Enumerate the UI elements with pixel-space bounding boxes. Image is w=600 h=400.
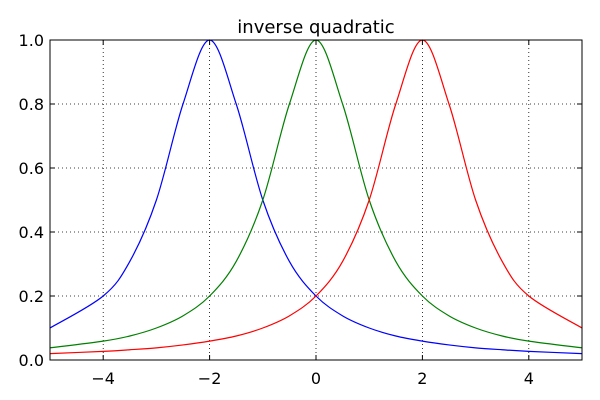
- tick-labels: −4 −2 0 2 4 0.0 0.2 0.4 0.6 0.8 1.0: [19, 31, 534, 388]
- series-line-0: [49, 39, 583, 355]
- y-tick-label: 0.6: [19, 159, 44, 178]
- y-tick-label: 0.4: [19, 223, 44, 242]
- series-line-1: [49, 39, 583, 349]
- y-tick-label: 0.8: [19, 95, 44, 114]
- x-tick-label: 4: [524, 369, 534, 388]
- grid: [50, 39, 582, 361]
- ticks: [50, 39, 582, 361]
- y-tick-label: 1.0: [19, 31, 44, 50]
- chart-title: inverse quadratic: [237, 17, 394, 38]
- y-tick-label: 0.2: [19, 287, 44, 306]
- x-tick-label: −4: [91, 369, 115, 388]
- x-tick-label: −2: [198, 369, 222, 388]
- x-tick-label: 2: [417, 369, 427, 388]
- y-tick-label: 0.0: [19, 351, 44, 370]
- x-tick-label: 0: [311, 369, 321, 388]
- series-line-2: [49, 39, 583, 355]
